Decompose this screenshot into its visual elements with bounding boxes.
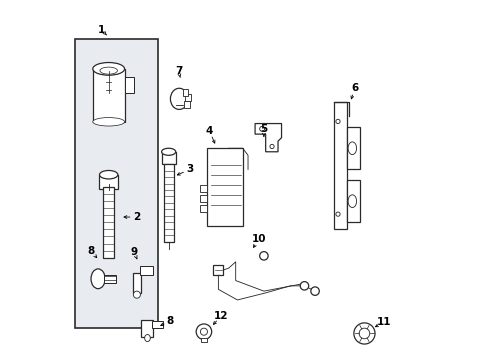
Bar bbox=[161, 152, 175, 164]
Ellipse shape bbox=[93, 118, 124, 126]
Bar bbox=[93, 69, 124, 122]
Ellipse shape bbox=[259, 252, 267, 260]
Bar bbox=[213, 265, 223, 275]
Bar bbox=[124, 77, 134, 93]
Ellipse shape bbox=[347, 142, 356, 154]
Ellipse shape bbox=[144, 334, 150, 342]
Bar bbox=[99, 175, 118, 189]
Text: 8: 8 bbox=[87, 246, 95, 256]
Bar bbox=[132, 274, 141, 293]
Text: 11: 11 bbox=[376, 317, 390, 327]
Text: 2: 2 bbox=[133, 212, 140, 222]
Ellipse shape bbox=[161, 148, 175, 155]
Text: 4: 4 bbox=[205, 126, 212, 136]
Bar bbox=[104, 275, 116, 283]
Bar bbox=[140, 266, 152, 275]
Text: 10: 10 bbox=[251, 234, 265, 244]
Text: 3: 3 bbox=[186, 165, 193, 174]
Ellipse shape bbox=[353, 323, 374, 344]
Ellipse shape bbox=[91, 269, 105, 289]
Ellipse shape bbox=[100, 67, 117, 74]
Text: 9: 9 bbox=[130, 247, 137, 257]
Ellipse shape bbox=[358, 328, 369, 339]
Bar bbox=[183, 101, 189, 108]
Ellipse shape bbox=[200, 328, 207, 335]
Bar bbox=[141, 320, 153, 337]
Bar bbox=[103, 187, 114, 258]
Bar bbox=[201, 338, 206, 342]
Bar bbox=[199, 185, 207, 192]
Text: 1: 1 bbox=[98, 25, 105, 35]
Bar bbox=[163, 164, 173, 242]
Bar bbox=[346, 180, 359, 222]
Ellipse shape bbox=[300, 282, 308, 290]
Bar bbox=[183, 89, 188, 96]
Text: 5: 5 bbox=[260, 124, 267, 134]
Bar bbox=[207, 148, 242, 226]
Ellipse shape bbox=[196, 324, 211, 339]
Text: 6: 6 bbox=[350, 83, 358, 93]
Bar bbox=[334, 102, 346, 229]
Text: 8: 8 bbox=[166, 316, 174, 326]
Bar bbox=[199, 205, 207, 212]
Ellipse shape bbox=[170, 88, 188, 109]
Ellipse shape bbox=[347, 195, 356, 207]
Ellipse shape bbox=[93, 63, 124, 75]
Bar bbox=[346, 127, 359, 170]
Text: 7: 7 bbox=[175, 66, 182, 76]
Text: 12: 12 bbox=[214, 311, 228, 321]
Bar bbox=[185, 94, 190, 101]
Polygon shape bbox=[255, 123, 281, 152]
Bar bbox=[152, 321, 163, 328]
Ellipse shape bbox=[310, 287, 319, 295]
Ellipse shape bbox=[133, 291, 140, 298]
Bar bbox=[199, 195, 207, 202]
Ellipse shape bbox=[99, 171, 118, 179]
Bar bbox=[75, 39, 158, 328]
